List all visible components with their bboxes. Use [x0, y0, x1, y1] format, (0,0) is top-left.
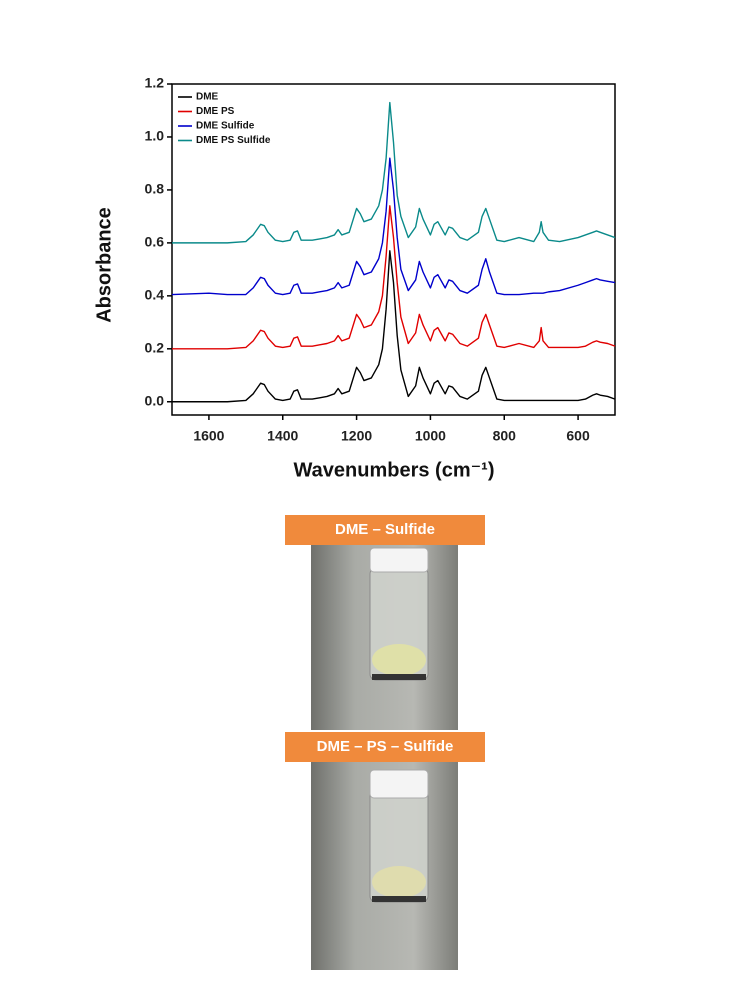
- x-tick-label: 1200: [341, 428, 372, 444]
- y-tick-label: 0.2: [145, 340, 165, 356]
- y-tick-label: 0.0: [145, 392, 165, 408]
- legend-label: DME PS: [196, 106, 235, 117]
- y-axis-label: Absorbance: [93, 207, 115, 323]
- photo: [311, 545, 458, 730]
- legend-label: DME PS Sulfide: [196, 135, 271, 146]
- photo-label: DME – Sulfide: [335, 521, 435, 538]
- x-tick-label: 800: [493, 428, 517, 444]
- y-tick-label: 1.0: [145, 128, 165, 144]
- x-tick-label: 1600: [193, 428, 224, 444]
- plot-frame: [171, 83, 616, 416]
- x-tick-label: 600: [566, 428, 590, 444]
- y-tick-label: 0.6: [145, 234, 165, 250]
- spectrum-line: [172, 250, 616, 403]
- photo: [311, 762, 458, 970]
- label-box: [285, 732, 485, 762]
- y-tick-label: 0.4: [145, 287, 165, 303]
- spectrum-line: [171, 157, 616, 296]
- x-tick-label: 1400: [267, 428, 298, 444]
- spectrum-line: [172, 205, 616, 350]
- legend-label: DME: [196, 92, 219, 103]
- photo-label: DME – PS – Sulfide: [317, 738, 454, 755]
- x-tick-label: 1000: [415, 428, 446, 444]
- label-box: [285, 515, 485, 545]
- legend-label: DME Sulfide: [196, 121, 255, 132]
- spectrum-line: [172, 101, 616, 244]
- y-tick-label: 1.2: [145, 75, 165, 91]
- x-axis-label: Wavenumbers (cm⁻¹): [294, 459, 495, 481]
- y-tick-label: 0.8: [145, 181, 165, 197]
